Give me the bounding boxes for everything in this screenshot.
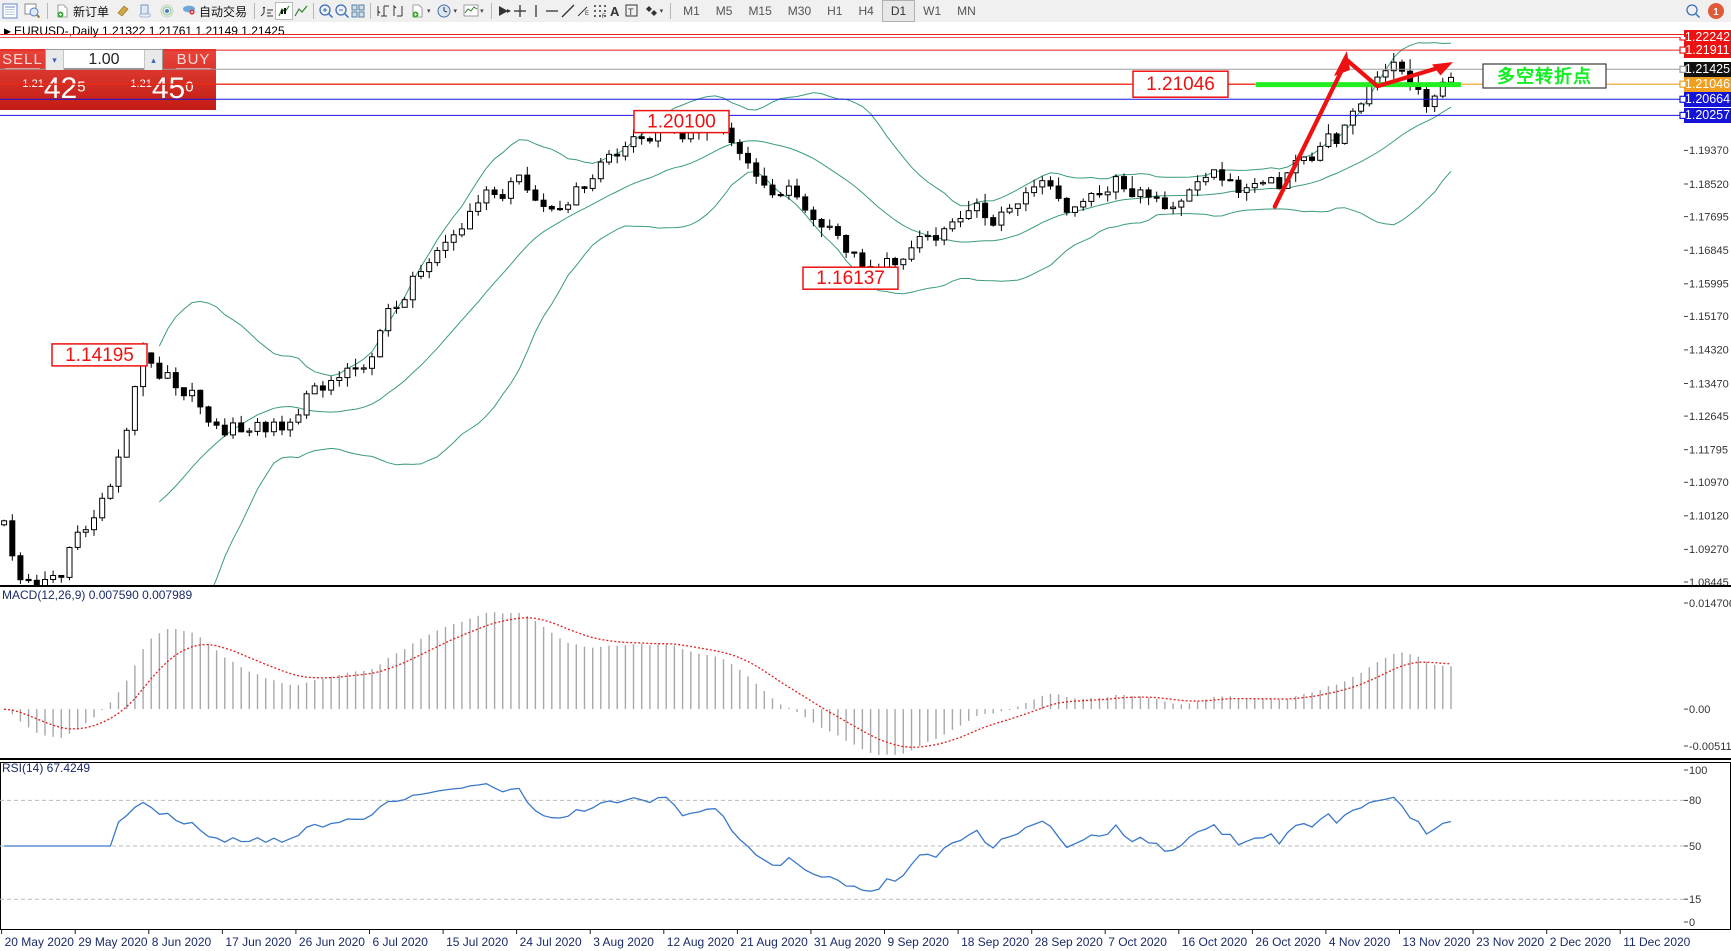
- svg-text:E: E: [585, 11, 589, 17]
- svg-text:F: F: [602, 14, 606, 19]
- svg-text:1: 1: [1713, 7, 1719, 18]
- svg-text:T: T: [628, 7, 634, 17]
- svg-text:A: A: [610, 4, 620, 19]
